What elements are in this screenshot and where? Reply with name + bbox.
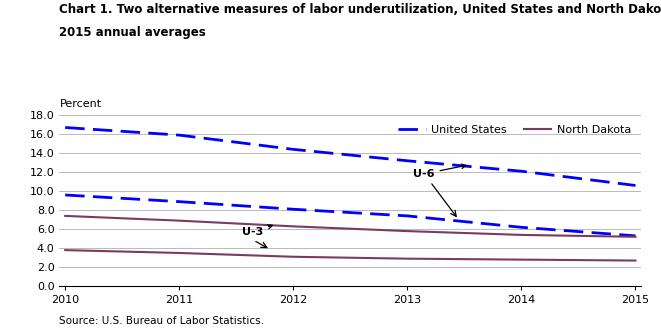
Text: U-6: U-6	[413, 164, 466, 179]
Legend: United States, North Dakota: United States, North Dakota	[393, 121, 636, 139]
Text: U-3: U-3	[242, 225, 272, 238]
Text: Percent: Percent	[59, 99, 102, 109]
Text: Chart 1. Two alternative measures of labor underutilization, United States and N: Chart 1. Two alternative measures of lab…	[59, 3, 661, 16]
Text: 2015 annual averages: 2015 annual averages	[59, 26, 206, 39]
Text: Source: U.S. Bureau of Labor Statistics.: Source: U.S. Bureau of Labor Statistics.	[59, 316, 264, 326]
